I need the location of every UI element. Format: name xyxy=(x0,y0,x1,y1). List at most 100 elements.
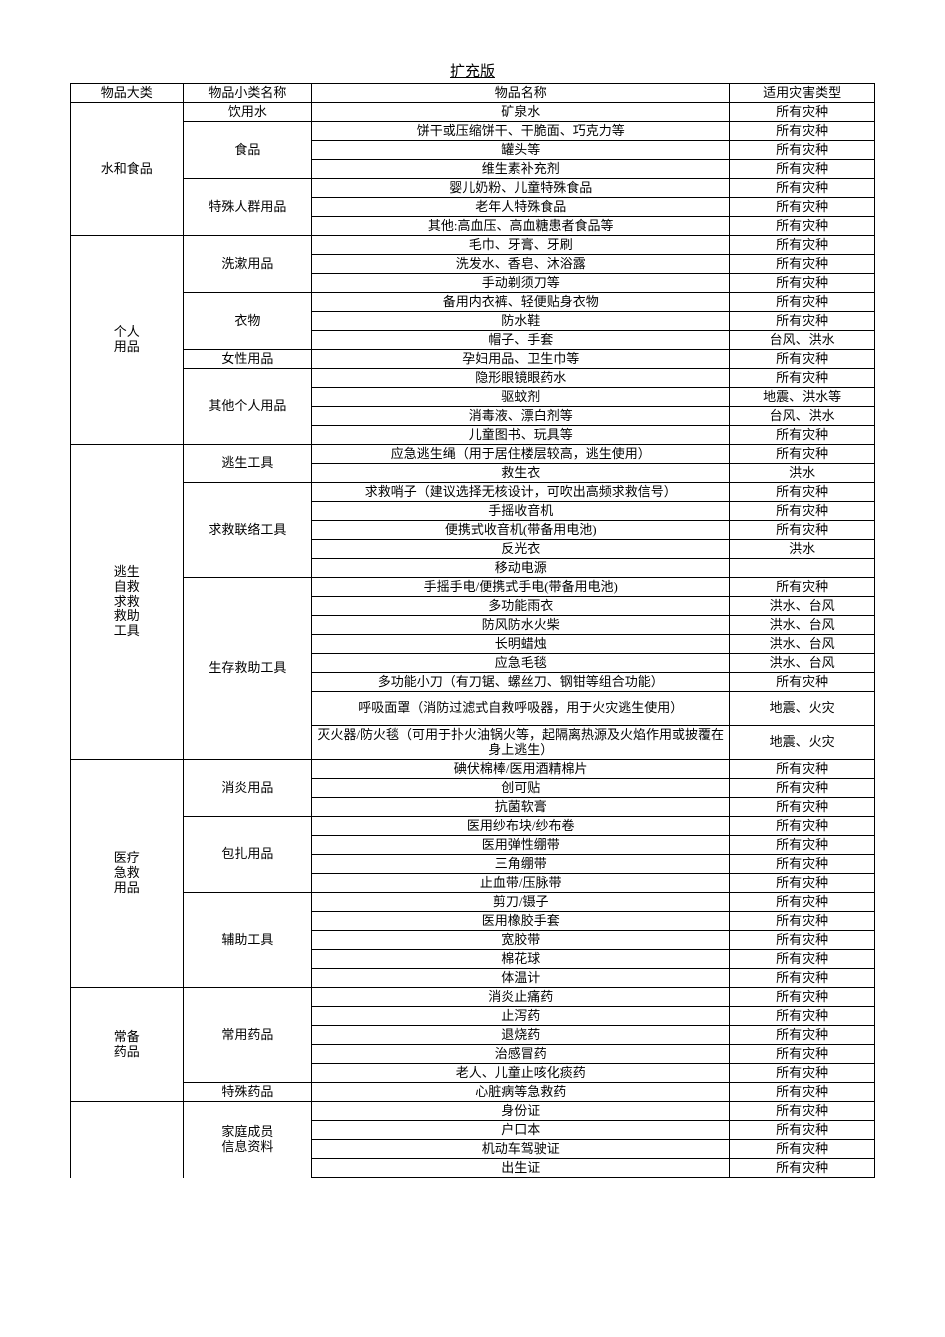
disaster-type-cell: 洪水 xyxy=(730,540,875,559)
item-name-cell: 多功能小刀（有刀锯、螺丝刀、钢钳等组合功能） xyxy=(312,673,730,692)
item-name-cell: 身份证 xyxy=(312,1102,730,1121)
item-name-cell: 消毒液、漂白剂等 xyxy=(312,407,730,426)
disaster-type-cell: 所有灾种 xyxy=(730,236,875,255)
subcategory-cell: 女性用品 xyxy=(183,350,312,369)
disaster-type-cell: 所有灾种 xyxy=(730,350,875,369)
header-c3: 物品名称 xyxy=(312,84,730,103)
subcategory-cell: 其他个人用品 xyxy=(183,369,312,445)
category-cell: 逃生 自救 求救 救助 工具 xyxy=(71,445,184,760)
item-name-cell: 矿泉水 xyxy=(312,103,730,122)
category-cell: 个人 用品 xyxy=(71,236,184,445)
disaster-type-cell: 所有灾种 xyxy=(730,1102,875,1121)
item-name-cell: 退烧药 xyxy=(312,1026,730,1045)
disaster-type-cell: 所有灾种 xyxy=(730,798,875,817)
category-cell: 常备 药品 xyxy=(71,988,184,1102)
disaster-type-cell: 洪水、台风 xyxy=(730,597,875,616)
subcategory-cell: 求救联络工具 xyxy=(183,483,312,578)
item-name-cell: 备用内衣裤、轻便贴身衣物 xyxy=(312,293,730,312)
item-name-cell: 饼干或压缩饼干、干脆面、巧克力等 xyxy=(312,122,730,141)
item-name-cell: 防风防水火柴 xyxy=(312,616,730,635)
item-name-cell: 应急逃生绳（用于居住楼层较高，逃生使用） xyxy=(312,445,730,464)
disaster-type-cell: 所有灾种 xyxy=(730,969,875,988)
header-c1: 物品大类 xyxy=(71,84,184,103)
disaster-type-cell: 所有灾种 xyxy=(730,179,875,198)
disaster-type-cell: 地震、洪水等 xyxy=(730,388,875,407)
item-name-cell: 救生衣 xyxy=(312,464,730,483)
header-c4: 适用灾害类型 xyxy=(730,84,875,103)
disaster-type-cell: 地震、火灾 xyxy=(730,726,875,760)
item-name-cell: 手动剃须刀等 xyxy=(312,274,730,293)
item-name-cell: 医用橡胶手套 xyxy=(312,912,730,931)
disaster-type-cell: 洪水 xyxy=(730,464,875,483)
disaster-type-cell: 所有灾种 xyxy=(730,122,875,141)
supply-table: 物品大类物品小类名称物品名称适用灾害类型水和食品饮用水矿泉水所有灾种食品饼干或压… xyxy=(70,83,875,1178)
item-name-cell: 帽子、手套 xyxy=(312,331,730,350)
disaster-type-cell: 所有灾种 xyxy=(730,217,875,236)
subcategory-cell: 辅助工具 xyxy=(183,893,312,988)
item-name-cell: 求救哨子（建议选择无核设计，可吹出高频求救信号） xyxy=(312,483,730,502)
item-name-cell: 剪刀/镊子 xyxy=(312,893,730,912)
disaster-type-cell: 所有灾种 xyxy=(730,1007,875,1026)
disaster-type-cell: 所有灾种 xyxy=(730,483,875,502)
item-name-cell: 其他:高血压、高血糖患者食品等 xyxy=(312,217,730,236)
item-name-cell: 防水鞋 xyxy=(312,312,730,331)
subcategory-cell: 特殊人群用品 xyxy=(183,179,312,236)
item-name-cell: 抗菌软膏 xyxy=(312,798,730,817)
subcategory-cell: 衣物 xyxy=(183,293,312,350)
item-name-cell: 创可贴 xyxy=(312,779,730,798)
disaster-type-cell: 所有灾种 xyxy=(730,1064,875,1083)
disaster-type-cell: 台风、洪水 xyxy=(730,331,875,350)
item-name-cell: 消炎止痛药 xyxy=(312,988,730,1007)
disaster-type-cell: 所有灾种 xyxy=(730,141,875,160)
item-name-cell: 出生证 xyxy=(312,1159,730,1178)
disaster-type-cell: 所有灾种 xyxy=(730,988,875,1007)
category-cell: 水和食品 xyxy=(71,103,184,236)
item-name-cell: 户口本 xyxy=(312,1121,730,1140)
item-name-cell: 隐形眼镜眼药水 xyxy=(312,369,730,388)
item-name-cell: 治感冒药 xyxy=(312,1045,730,1064)
disaster-type-cell: 所有灾种 xyxy=(730,521,875,540)
subcategory-cell: 常用药品 xyxy=(183,988,312,1083)
disaster-type-cell: 所有灾种 xyxy=(730,274,875,293)
item-name-cell: 便携式收音机(带备用电池) xyxy=(312,521,730,540)
item-name-cell: 洗发水、香皂、沐浴露 xyxy=(312,255,730,274)
subcategory-cell: 家庭成员 信息资料 xyxy=(183,1102,312,1178)
item-name-cell: 止血带/压脉带 xyxy=(312,874,730,893)
disaster-type-cell: 地震、火灾 xyxy=(730,692,875,726)
disaster-type-cell xyxy=(730,559,875,578)
item-name-cell: 反光衣 xyxy=(312,540,730,559)
disaster-type-cell: 所有灾种 xyxy=(730,817,875,836)
disaster-type-cell: 所有灾种 xyxy=(730,426,875,445)
item-name-cell: 棉花球 xyxy=(312,950,730,969)
item-name-cell: 机动车驾驶证 xyxy=(312,1140,730,1159)
item-name-cell: 碘伏棉棒/医用酒精棉片 xyxy=(312,760,730,779)
item-name-cell: 罐头等 xyxy=(312,141,730,160)
disaster-type-cell: 洪水、台风 xyxy=(730,616,875,635)
item-name-cell: 体温计 xyxy=(312,969,730,988)
disaster-type-cell: 所有灾种 xyxy=(730,1121,875,1140)
disaster-type-cell: 洪水、台风 xyxy=(730,635,875,654)
disaster-type-cell: 所有灾种 xyxy=(730,312,875,331)
item-name-cell: 儿童图书、玩具等 xyxy=(312,426,730,445)
disaster-type-cell: 所有灾种 xyxy=(730,1140,875,1159)
disaster-type-cell: 所有灾种 xyxy=(730,874,875,893)
item-name-cell: 手摇收音机 xyxy=(312,502,730,521)
category-cell xyxy=(71,1102,184,1178)
disaster-type-cell: 台风、洪水 xyxy=(730,407,875,426)
disaster-type-cell: 所有灾种 xyxy=(730,1026,875,1045)
subcategory-cell: 食品 xyxy=(183,122,312,179)
disaster-type-cell: 所有灾种 xyxy=(730,836,875,855)
disaster-type-cell: 所有灾种 xyxy=(730,578,875,597)
subcategory-cell: 饮用水 xyxy=(183,103,312,122)
disaster-type-cell: 所有灾种 xyxy=(730,855,875,874)
item-name-cell: 三角绷带 xyxy=(312,855,730,874)
subcategory-cell: 洗漱用品 xyxy=(183,236,312,293)
item-name-cell: 老年人特殊食品 xyxy=(312,198,730,217)
item-name-cell: 孕妇用品、卫生巾等 xyxy=(312,350,730,369)
disaster-type-cell: 所有灾种 xyxy=(730,502,875,521)
disaster-type-cell: 所有灾种 xyxy=(730,1045,875,1064)
page-title: 扩充版 xyxy=(70,60,875,81)
disaster-type-cell: 所有灾种 xyxy=(730,293,875,312)
disaster-type-cell: 所有灾种 xyxy=(730,103,875,122)
item-name-cell: 长明蜡烛 xyxy=(312,635,730,654)
